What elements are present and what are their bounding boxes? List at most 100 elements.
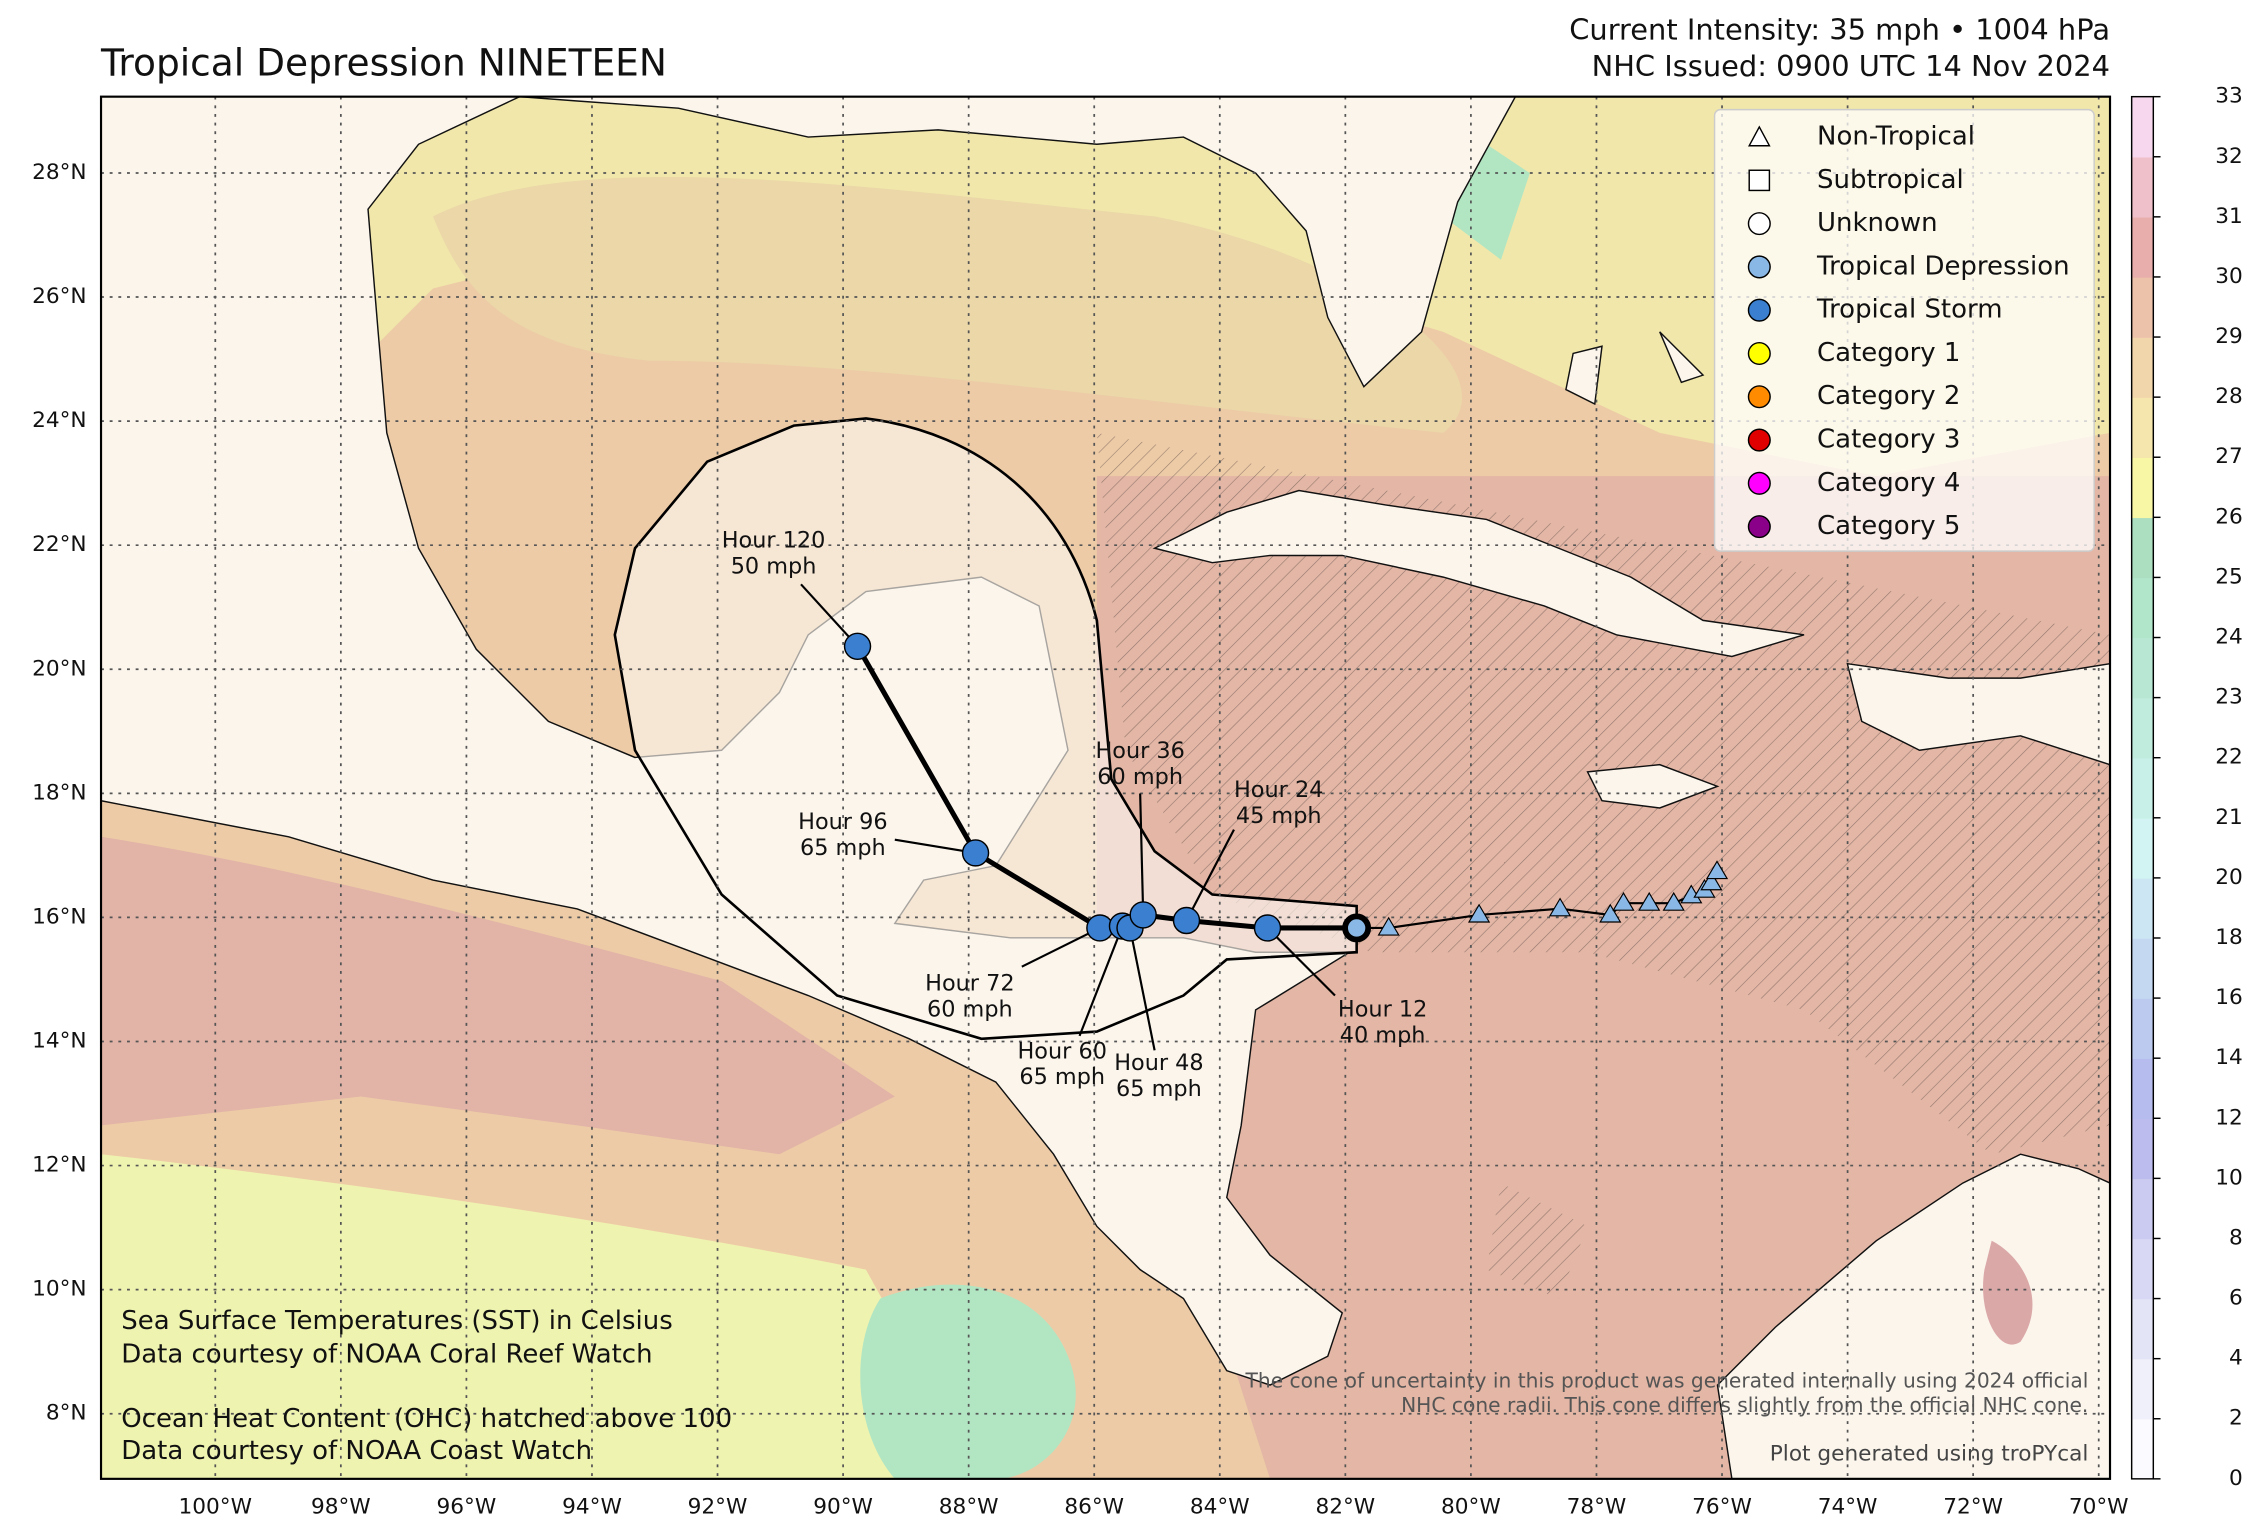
legend-label: Non-Tropical bbox=[1817, 122, 1975, 152]
forecast-hour: Hour 120 bbox=[722, 528, 826, 554]
legend-marker bbox=[1747, 471, 1771, 495]
lon-tick-label: 96°W bbox=[437, 1495, 497, 1520]
colorbar-segment bbox=[2131, 1298, 2154, 1360]
leader-line bbox=[1139, 793, 1145, 915]
forecast-wind: 65 mph bbox=[1019, 1064, 1105, 1090]
forecast-wind: 65 mph bbox=[800, 835, 886, 861]
legend-label: Unknown bbox=[1817, 208, 1938, 238]
colorbar-segment bbox=[2131, 937, 2154, 999]
colorbar-tick-label: 25 bbox=[2215, 564, 2243, 589]
title: Tropical Depression NINETEEN bbox=[100, 40, 667, 84]
legend-entries: Non-Tropical Subtropical Unknown Tropical D… bbox=[1747, 122, 2070, 541]
colorbar: 0246810121416182021222324252627282930313… bbox=[2130, 84, 2243, 1491]
ohc-hatch-small bbox=[1486, 1183, 1588, 1299]
sst-green bbox=[860, 1284, 1076, 1479]
colorbar-tick-label: 10 bbox=[2215, 1165, 2243, 1190]
colorbar-tick-label: 4 bbox=[2229, 1346, 2243, 1371]
colorbar-segment bbox=[2131, 337, 2154, 398]
issued: NHC Issued: 0900 UTC 14 Nov 2024 bbox=[1592, 49, 2110, 83]
colorbar-frame bbox=[2130, 95, 2155, 1480]
colorbar-segment bbox=[2131, 156, 2154, 218]
lat-tick-label: 16°N bbox=[32, 904, 87, 929]
lon-tick-label: 94°W bbox=[562, 1495, 622, 1520]
colorbar-segment bbox=[2131, 96, 2154, 158]
legend-box bbox=[1713, 108, 2095, 552]
lake bbox=[1983, 1240, 2033, 1345]
legend-label: Category 3 bbox=[1817, 425, 1960, 455]
cone-note: NHC cone radii. This cone differs slight… bbox=[1401, 1393, 2088, 1417]
colorbar-tick-label: 30 bbox=[2215, 264, 2243, 289]
colorbar-segment bbox=[2131, 276, 2154, 338]
colorbar-tick-label: 0 bbox=[2229, 1466, 2243, 1491]
colorbar-tick-label: 8 bbox=[2229, 1225, 2243, 1250]
legend-marker bbox=[1747, 428, 1771, 452]
legend-marker bbox=[1747, 515, 1771, 539]
legend-label: Category 2 bbox=[1817, 381, 1960, 411]
current-point bbox=[1342, 913, 1372, 943]
past-point bbox=[1548, 897, 1572, 917]
cone bbox=[613, 417, 1358, 1041]
lat-tick-label: 26°N bbox=[32, 284, 87, 309]
colorbar-segment bbox=[2131, 998, 2154, 1059]
lat-tick-label: 28°N bbox=[32, 160, 87, 185]
lon-tick-label: 72°W bbox=[1943, 1495, 2003, 1520]
leader-line bbox=[800, 583, 859, 648]
colorbar-tick-label: 33 bbox=[2215, 84, 2243, 109]
axes: 100°W 98°W 96°W 94°W 92°W 90°W 88°W 86°W 84°W 82°… bbox=[32, 160, 2129, 1520]
colorbar-segment bbox=[2131, 877, 2154, 939]
leader-line bbox=[1078, 925, 1124, 1037]
lon-tick-label: 82°W bbox=[1315, 1495, 1375, 1520]
forecast-point bbox=[843, 632, 872, 661]
legend-label: Category 1 bbox=[1817, 338, 1960, 368]
colorbar-tick-label: 31 bbox=[2215, 204, 2243, 229]
past-point bbox=[1599, 903, 1622, 923]
note-sst: Sea Surface Temperatures (SST) in Celsiu… bbox=[121, 1306, 673, 1336]
colorbar-tick-label: 32 bbox=[2215, 144, 2243, 169]
lon-tick-label: 84°W bbox=[1190, 1495, 1250, 1520]
plot-frame bbox=[99, 95, 2112, 1480]
colorbar-tick-label: 24 bbox=[2215, 625, 2243, 650]
colorbar-segment bbox=[2131, 397, 2154, 458]
lon-tick-label: 90°W bbox=[813, 1495, 873, 1520]
forecast-wind: 40 mph bbox=[1340, 1022, 1426, 1048]
forecast-point bbox=[961, 839, 990, 867]
leader-line bbox=[1128, 927, 1156, 1051]
sst-gulf bbox=[432, 176, 1463, 433]
lat-tick-label: 10°N bbox=[32, 1277, 87, 1302]
lat-tick-label: 8°N bbox=[46, 1401, 87, 1426]
colorbar-segment bbox=[2131, 517, 2154, 579]
leader-line bbox=[1266, 927, 1336, 997]
colorbar-segment bbox=[2131, 697, 2154, 759]
colorbar-segment bbox=[2131, 1118, 2154, 1180]
lon-tick-label: 76°W bbox=[1692, 1495, 1752, 1520]
past-point bbox=[1612, 891, 1635, 911]
colorbar-tick-label: 6 bbox=[2229, 1286, 2243, 1311]
land bbox=[101, 96, 2111, 1479]
leader-line bbox=[1185, 829, 1235, 922]
colorbar-segment bbox=[2131, 817, 2154, 879]
legend-label: Subtropical bbox=[1817, 165, 1964, 195]
legend: Non-Tropical Subtropical Unknown Tropical D… bbox=[1713, 108, 2095, 552]
legend-marker bbox=[1747, 341, 1771, 366]
forecast-hour: Hour 48 bbox=[1114, 1050, 1203, 1076]
legend-label: Tropical Storm bbox=[1816, 295, 2003, 325]
lon-tick-label: 100°W bbox=[179, 1495, 252, 1520]
note-ohc: Ocean Heat Content (OHC) hatched above 1… bbox=[121, 1404, 732, 1434]
colorbar-tick-label: 21 bbox=[2215, 805, 2243, 830]
colorbar-segment bbox=[2131, 577, 2154, 639]
legend-label: Tropical Depression bbox=[1816, 251, 2070, 281]
lat-tick-label: 12°N bbox=[32, 1153, 87, 1178]
colorbar-tick-label: 14 bbox=[2215, 1045, 2243, 1070]
colorbar-tick-label: 20 bbox=[2215, 865, 2243, 890]
legend-label: Category 4 bbox=[1817, 468, 1960, 498]
lon-tick-label: 92°W bbox=[688, 1495, 748, 1520]
forecast-hour: Hour 12 bbox=[1338, 996, 1427, 1022]
lat-tick-label: 24°N bbox=[32, 408, 87, 433]
forecast-wind: 60 mph bbox=[1097, 764, 1183, 790]
colorbar-tick-label: 18 bbox=[2215, 925, 2243, 950]
cone-note: The cone of uncertainty in this product … bbox=[1245, 1369, 2089, 1393]
credit: Plot generated using troPYcal bbox=[1770, 1441, 2089, 1466]
colorbar-segment bbox=[2131, 457, 2154, 519]
